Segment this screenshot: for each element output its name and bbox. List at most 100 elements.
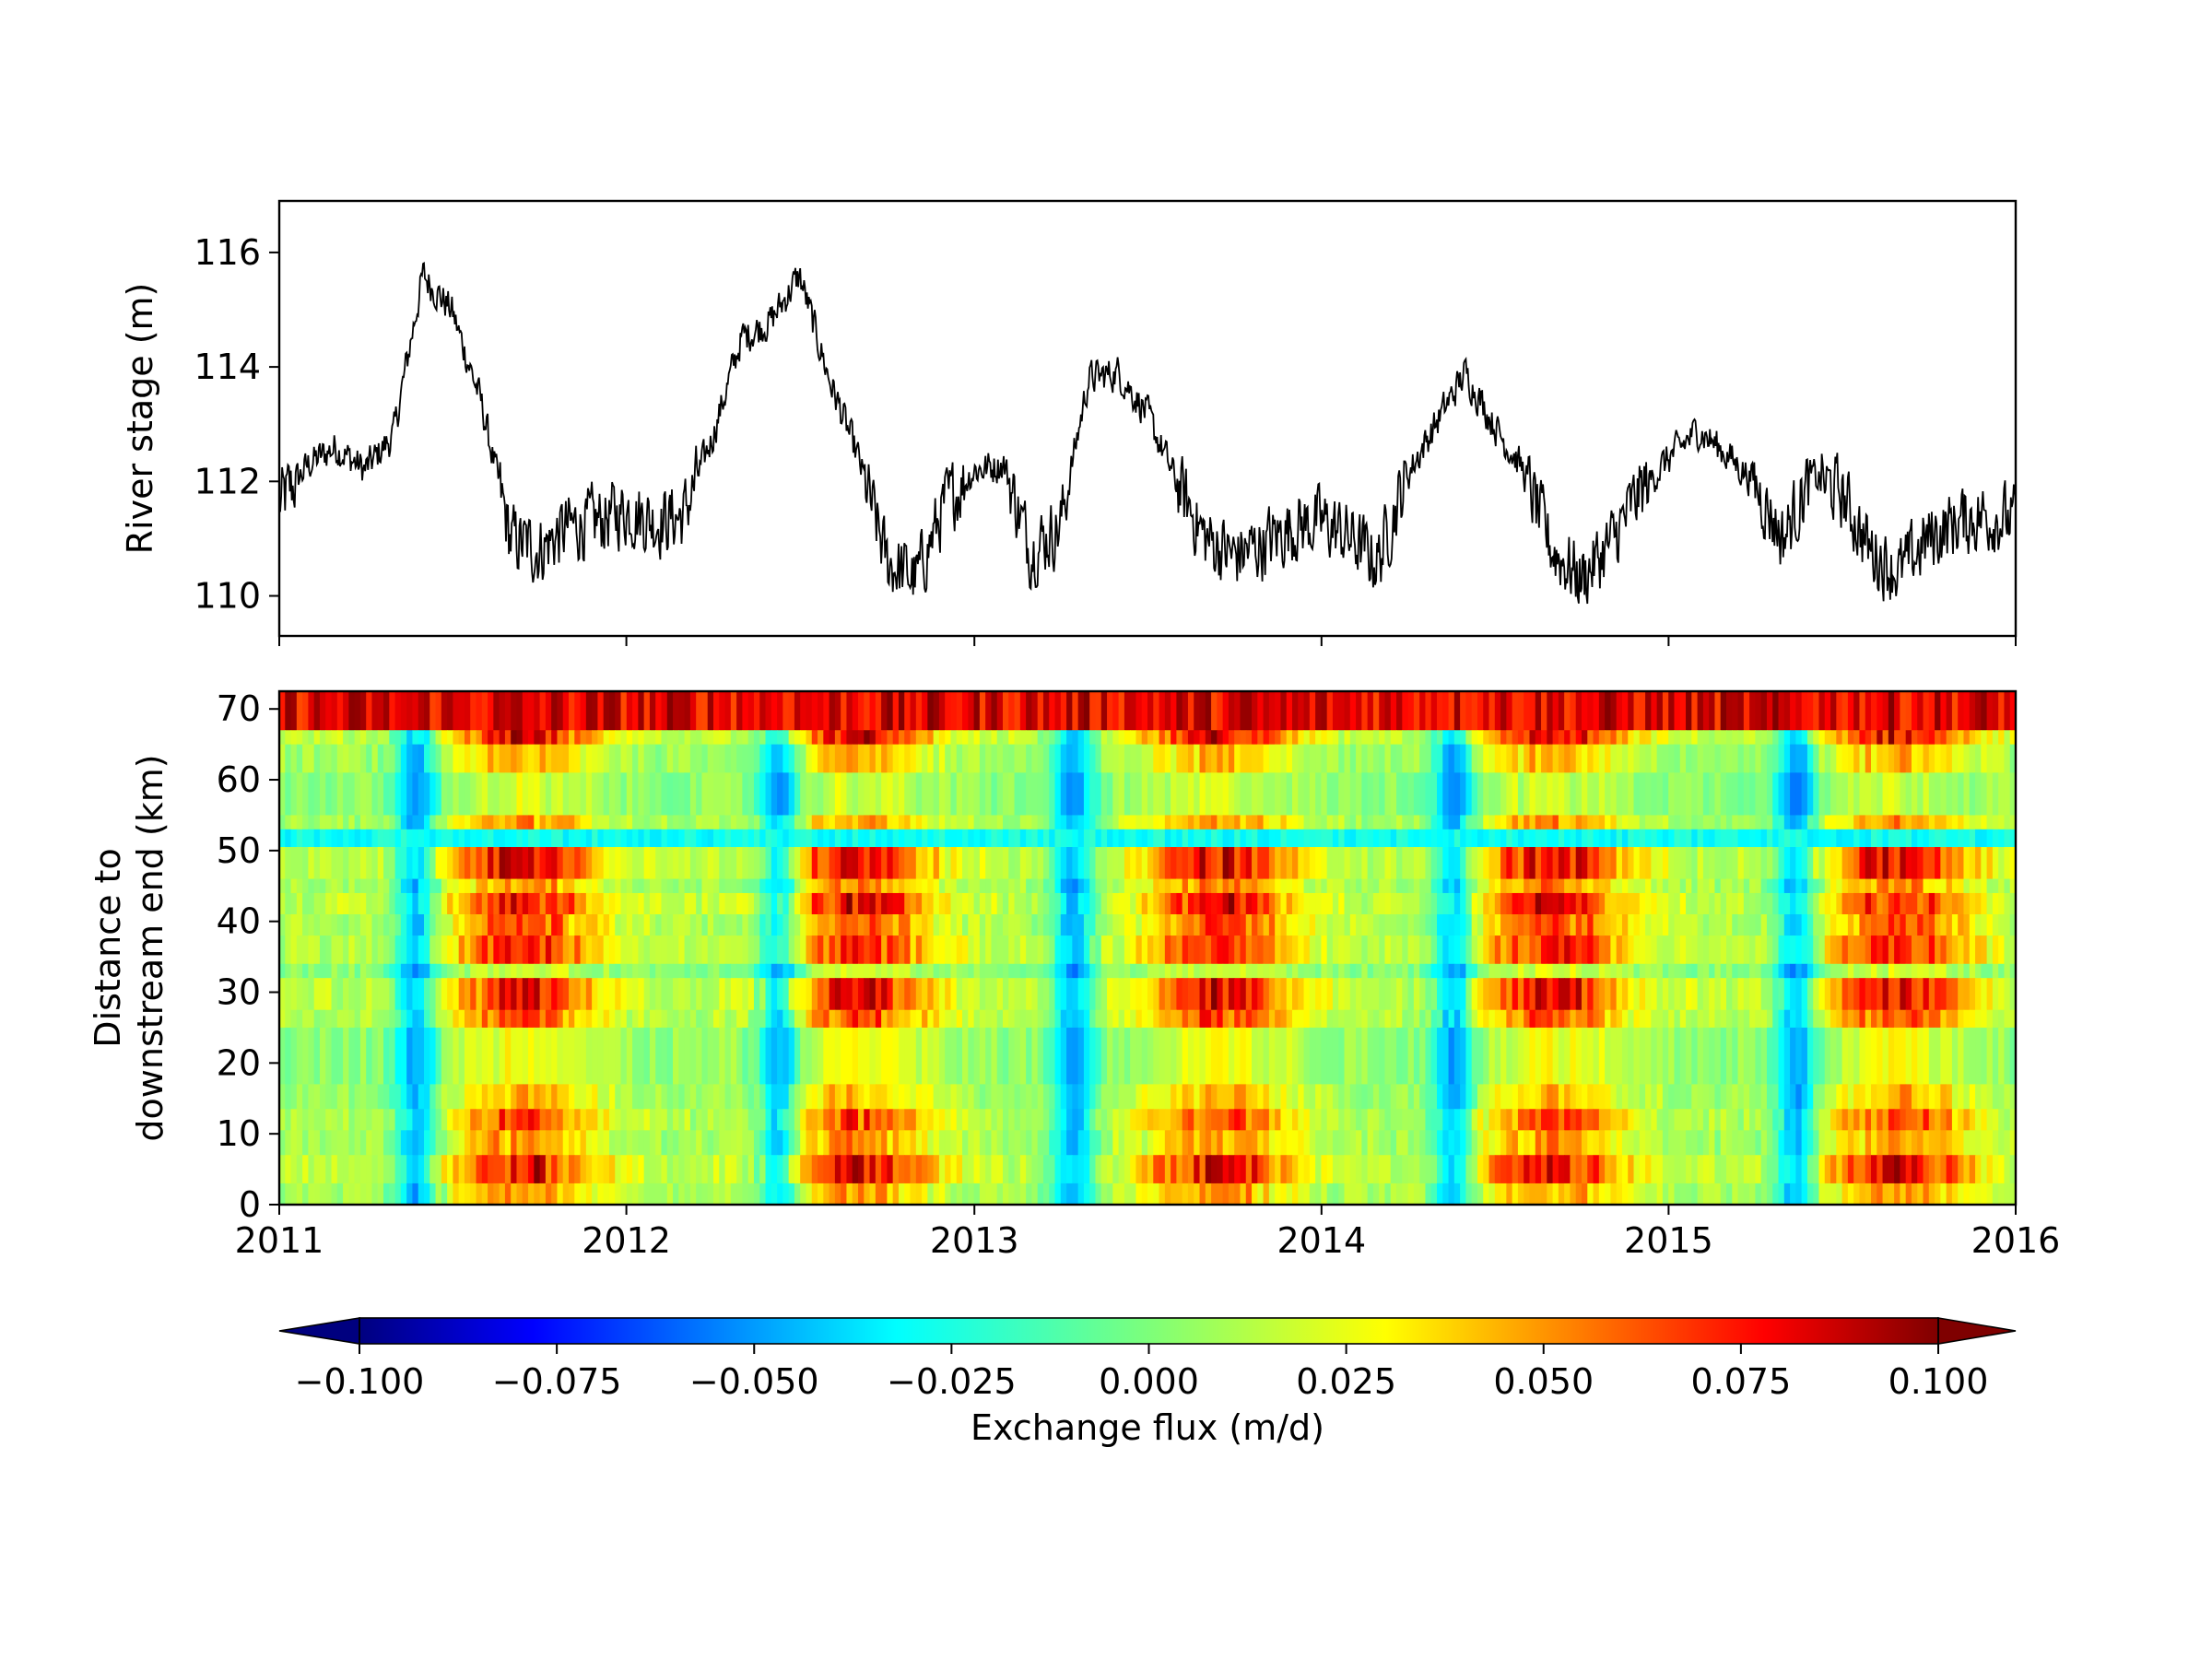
- heatmap-cell: [481, 847, 488, 880]
- heatmap-cell: [1998, 1009, 2006, 1029]
- heatmap-cell: [1465, 1084, 1473, 1110]
- heatmap-cell: [1529, 815, 1536, 830]
- heatmap-cell: [1714, 829, 1722, 848]
- heatmap-cell: [1923, 892, 1930, 915]
- heatmap-cell: [1453, 691, 1461, 731]
- heatmap-cell: [1783, 978, 1791, 1011]
- heatmap-cell: [377, 878, 384, 894]
- heatmap-cell: [887, 691, 894, 731]
- heatmap-cell: [829, 963, 836, 979]
- heatmap-cell: [620, 963, 628, 979]
- heatmap-cell: [829, 914, 836, 936]
- heatmap-cell: [1390, 1084, 1397, 1110]
- heatmap-cell: [394, 892, 402, 915]
- heatmap-cell: [359, 1109, 367, 1131]
- heatmap-cell: [1275, 847, 1282, 880]
- heatmap-cell: [1182, 978, 1189, 1011]
- heatmap-cell: [1923, 744, 1930, 773]
- heatmap-cell: [1407, 730, 1415, 746]
- heatmap-cell: [1171, 847, 1177, 880]
- heatmap-cell: [348, 914, 356, 936]
- heatmap-cell: [887, 815, 894, 830]
- heatmap-cell: [1176, 1109, 1183, 1131]
- heatmap-cell: [1749, 744, 1756, 773]
- heatmap-cell: [1969, 935, 1976, 965]
- heatmap-cell: [643, 1084, 651, 1110]
- heatmap-cell: [742, 892, 749, 915]
- heatmap-cell: [1419, 1009, 1427, 1029]
- heatmap-cell: [2009, 772, 2017, 817]
- heatmap-cell: [1951, 963, 1959, 979]
- heatmap-cell: [777, 935, 783, 965]
- heatmap-cell: [1419, 878, 1427, 894]
- heatmap-cell: [1298, 892, 1305, 915]
- heatmap-cell: [991, 978, 998, 1011]
- heatmap-cell: [898, 744, 905, 773]
- heatmap-cell: [1222, 730, 1230, 746]
- heatmap-cell: [1060, 691, 1067, 731]
- heatmap-cell: [1356, 772, 1362, 817]
- heatmap-cell: [806, 892, 813, 915]
- heatmap-cell: [666, 744, 674, 773]
- heatmap-cell: [1674, 730, 1681, 746]
- heatmap-cell: [1639, 829, 1646, 848]
- heatmap-cell: [1668, 935, 1676, 965]
- heatmap-cell: [1321, 1009, 1328, 1029]
- heatmap-cell: [858, 847, 865, 880]
- heatmap-cell: [1211, 744, 1218, 773]
- heatmap-cell: [302, 847, 309, 880]
- heatmap-cell: [1911, 1009, 1918, 1029]
- heatmap-cell: [1813, 744, 1820, 773]
- heatmap-cell: [383, 892, 390, 915]
- heatmap-cell: [1720, 914, 1727, 936]
- heatmap-cell: [1726, 744, 1733, 773]
- heatmap-cell: [1749, 1084, 1756, 1110]
- heatmap-cell: [359, 978, 367, 1011]
- heatmap-cell: [1923, 978, 1930, 1011]
- heatmap-cell: [1737, 1027, 1745, 1085]
- heatmap-cell: [2004, 1027, 2011, 1085]
- heatmap-cell: [985, 815, 993, 830]
- heatmap-cell: [458, 1027, 465, 1085]
- heatmap-cell: [1430, 691, 1438, 731]
- heatmap-cell: [1344, 1009, 1351, 1029]
- heatmap-cell: [1217, 847, 1224, 880]
- heatmap-cell: [1847, 772, 1854, 817]
- heatmap-cell: [673, 892, 679, 915]
- heatmap-cell: [973, 744, 981, 773]
- heatmap-cell: [979, 1027, 986, 1085]
- heatmap-cell: [829, 1027, 836, 1085]
- heatmap-cell: [1089, 847, 1097, 880]
- heatmap-cell: [1402, 847, 1409, 880]
- heatmap-cell: [1396, 892, 1403, 915]
- heatmap-cell: [1928, 978, 1936, 1011]
- heatmap-cell: [1981, 847, 1988, 880]
- heatmap-cell: [488, 829, 494, 848]
- heatmap-cell: [1124, 1009, 1131, 1029]
- heatmap-cell: [585, 1109, 593, 1131]
- heatmap-cell: [794, 935, 801, 965]
- heatmap-cell: [736, 914, 743, 936]
- heatmap-cell: [1066, 691, 1073, 731]
- heatmap-cell: [1477, 935, 1484, 965]
- heatmap-cell: [1963, 744, 1971, 773]
- heatmap-cell: [1639, 878, 1646, 894]
- heatmap-cell: [557, 878, 564, 894]
- heatmap-cell: [1824, 772, 1831, 817]
- heatmap-cell: [1726, 1009, 1733, 1029]
- heatmap-cell: [666, 1084, 674, 1110]
- heatmap-cell: [1900, 691, 1907, 731]
- heatmap-cell: [1095, 1109, 1102, 1131]
- heatmap-cell: [1252, 691, 1258, 731]
- heatmap-cell: [968, 1009, 975, 1029]
- heatmap-cell: [649, 744, 656, 773]
- heatmap-cell: [782, 1109, 790, 1131]
- heatmap-cell: [1042, 963, 1050, 979]
- heatmap-cell: [1176, 847, 1183, 880]
- heatmap-cell: [516, 847, 524, 880]
- heatmap-cell: [1211, 978, 1218, 1011]
- heatmap-cell: [1199, 1027, 1206, 1085]
- heatmap-cell: [453, 744, 460, 773]
- heatmap-cell: [1598, 1084, 1606, 1110]
- heatmap-cell: [1679, 744, 1687, 773]
